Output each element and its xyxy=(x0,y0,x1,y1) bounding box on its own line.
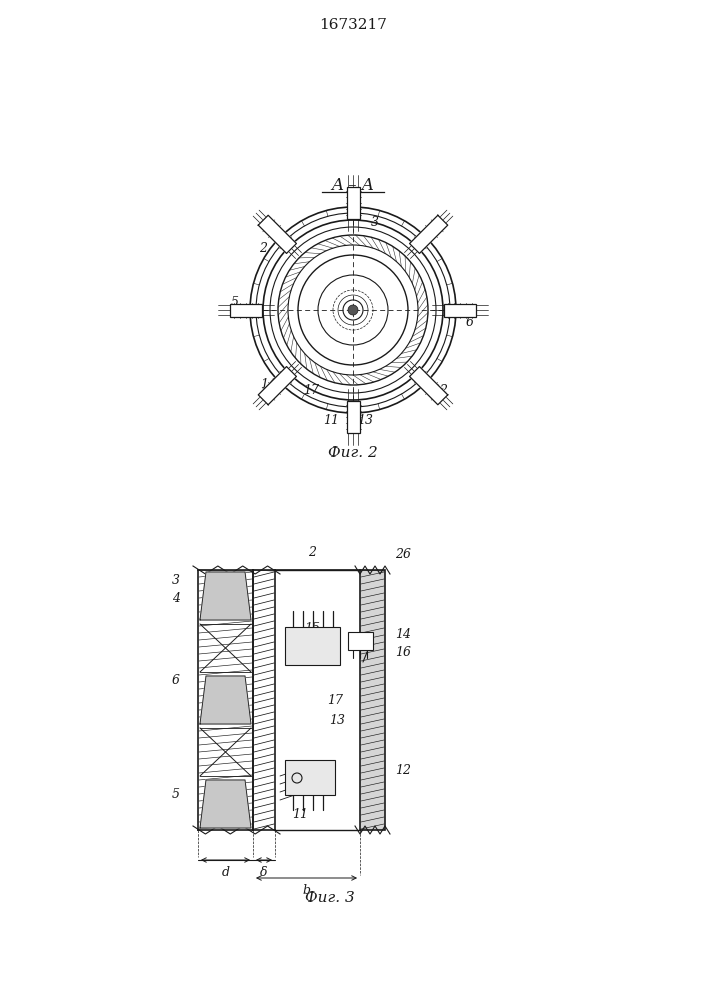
Bar xyxy=(346,187,359,219)
Text: b: b xyxy=(303,884,310,896)
Text: d: d xyxy=(221,865,230,879)
Polygon shape xyxy=(200,572,251,620)
Text: 6: 6 xyxy=(466,316,474,328)
Polygon shape xyxy=(409,215,448,253)
Text: 16: 16 xyxy=(395,646,411,658)
Text: 2: 2 xyxy=(308,546,316,558)
Bar xyxy=(285,760,335,795)
Bar xyxy=(230,304,262,316)
Polygon shape xyxy=(258,215,296,253)
Text: 13: 13 xyxy=(357,414,373,426)
Polygon shape xyxy=(409,367,448,405)
Text: 17: 17 xyxy=(303,383,319,396)
Text: 2: 2 xyxy=(259,241,267,254)
Text: δ: δ xyxy=(260,865,268,879)
Polygon shape xyxy=(200,780,251,828)
Text: 4: 4 xyxy=(172,591,180,604)
Bar xyxy=(285,627,340,665)
Bar xyxy=(360,570,385,830)
Text: 15: 15 xyxy=(304,621,320,635)
Bar xyxy=(360,570,385,830)
Text: 17: 17 xyxy=(327,694,343,706)
Text: 26: 26 xyxy=(395,548,411,562)
Bar xyxy=(444,304,476,316)
Polygon shape xyxy=(258,367,296,405)
Text: 3: 3 xyxy=(172,574,180,586)
Text: 12: 12 xyxy=(395,764,411,776)
Text: 14: 14 xyxy=(395,629,411,642)
Text: 5: 5 xyxy=(172,788,180,802)
Text: A – A: A – A xyxy=(332,176,375,194)
Text: 1673217: 1673217 xyxy=(319,18,387,32)
Bar xyxy=(275,570,360,830)
Text: 13: 13 xyxy=(329,714,345,726)
Bar xyxy=(348,632,373,650)
Text: Фиг. 2: Фиг. 2 xyxy=(328,446,378,460)
Text: Фиг. 3: Фиг. 3 xyxy=(305,891,355,905)
Polygon shape xyxy=(200,676,251,724)
Circle shape xyxy=(348,305,358,315)
Text: 5: 5 xyxy=(231,296,239,308)
Text: 3: 3 xyxy=(371,216,379,229)
Text: 12: 12 xyxy=(432,383,448,396)
Text: 11: 11 xyxy=(323,414,339,426)
Text: 11: 11 xyxy=(292,808,308,822)
Text: 14: 14 xyxy=(260,378,276,391)
Text: 6: 6 xyxy=(172,674,180,686)
Bar xyxy=(346,401,359,433)
